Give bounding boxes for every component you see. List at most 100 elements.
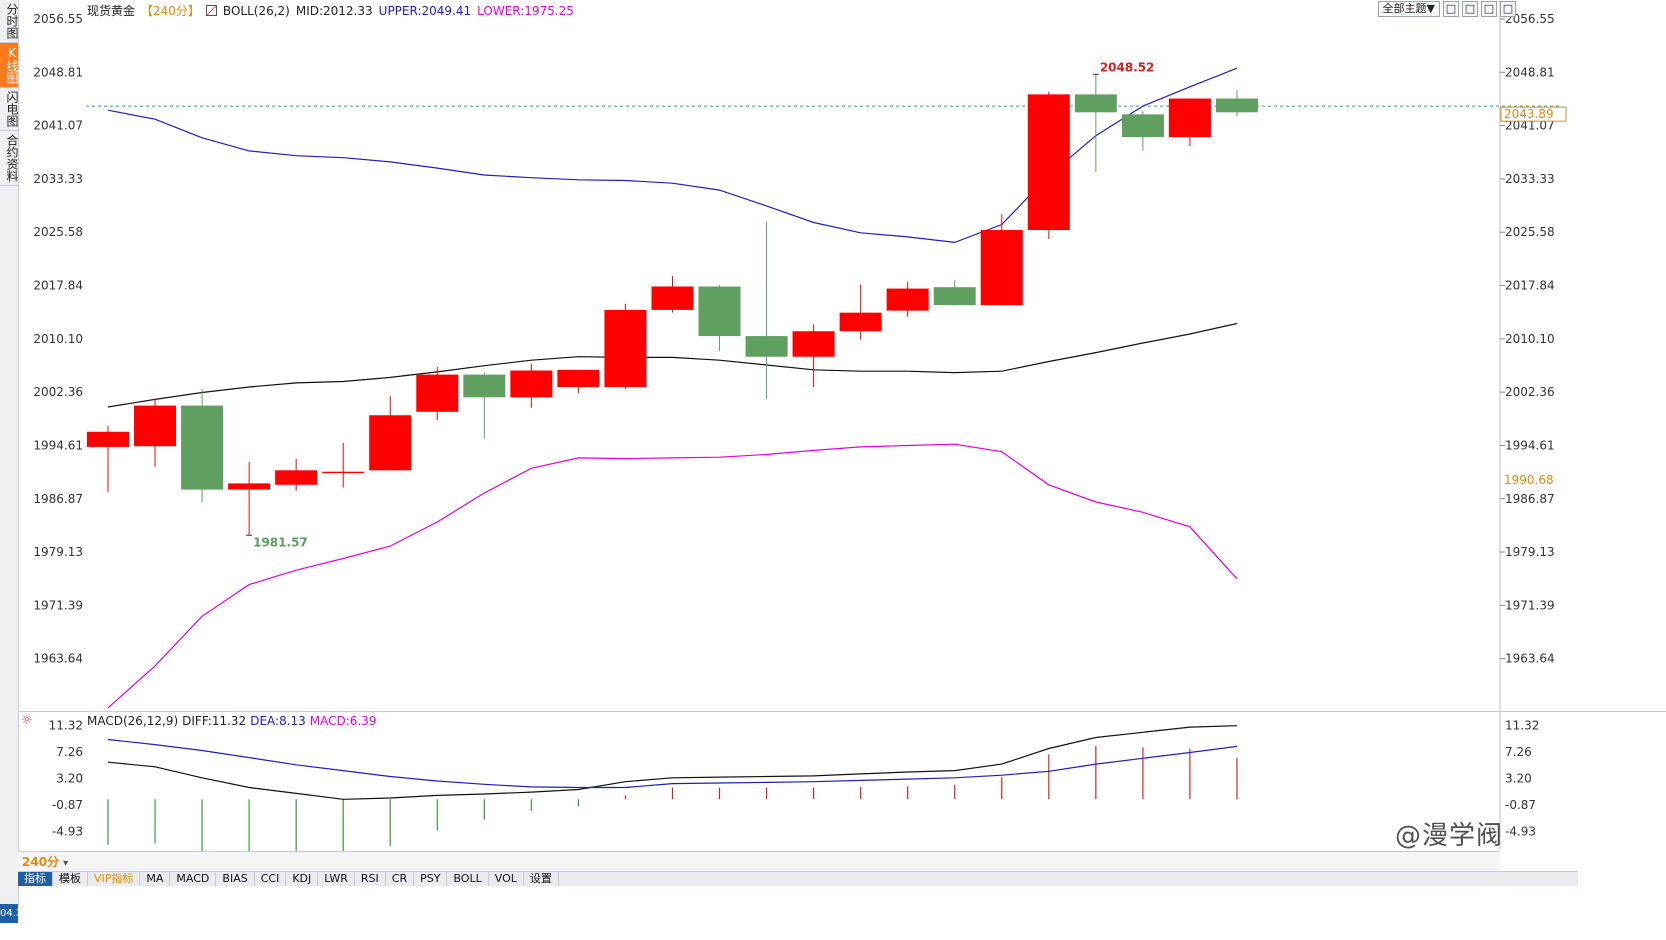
y-tick-label-left: 2041.07 xyxy=(33,119,83,133)
candle-down xyxy=(1074,94,1117,113)
layout-icon[interactable]: □ xyxy=(1462,1,1478,17)
candle-down xyxy=(1215,98,1258,113)
chart-toolbar: 全部主题▼ □ □ □ □ xyxy=(1377,1,1516,17)
maximize-icon[interactable]: □ xyxy=(1500,1,1516,17)
boll-lower-value: LOWER:1975.25 xyxy=(477,4,574,18)
macd-tick-label-right: 11.32 xyxy=(1505,719,1539,733)
tab-template[interactable]: 模板 xyxy=(53,872,88,886)
candle-up xyxy=(792,331,835,357)
y-tick-label-left: 1979.13 xyxy=(33,545,83,559)
indicator-tabs: 指标 模板 VIP指标 MA MACD BIAS CCI KDJ LWR RSI… xyxy=(18,871,1578,886)
y-tick-label-left: 2010.10 xyxy=(33,332,83,346)
macd-diff-line xyxy=(107,725,1237,800)
y-tick-label-right: 2048.81 xyxy=(1505,65,1555,79)
candle-up xyxy=(134,405,177,447)
macd-tick-label-left: -0.87 xyxy=(52,798,83,812)
tab-time-sharing[interactable]: 分时图 xyxy=(0,0,19,43)
candle-up xyxy=(839,312,882,332)
macd-tick-label-left: -4.93 xyxy=(52,824,83,838)
candle-down xyxy=(698,286,741,337)
macd-tick-label-right: 7.26 xyxy=(1505,745,1532,759)
tab-lwr[interactable]: LWR xyxy=(318,872,355,886)
macd-title[interactable]: MACD(26,12,9) xyxy=(87,714,179,728)
instrument-name: 现货黄金 xyxy=(87,4,136,18)
y-tick-label-left: 1963.64 xyxy=(33,652,83,666)
candle-up xyxy=(1168,98,1211,138)
period-selector[interactable]: 240分 xyxy=(22,853,68,870)
candle-up xyxy=(651,286,694,310)
candle-up xyxy=(228,483,271,490)
boll-mid-line xyxy=(107,322,1238,408)
candle-up xyxy=(369,415,412,471)
y-tick-label-right: 2002.36 xyxy=(1505,385,1555,399)
tab-cr[interactable]: CR xyxy=(386,872,415,886)
macd-tick-label-right: -0.87 xyxy=(1505,798,1536,812)
indicator-icon[interactable] xyxy=(205,5,217,16)
theme-dropdown[interactable]: 全部主题▼ xyxy=(1377,1,1440,17)
macd-dea-line xyxy=(107,738,1238,789)
gear-icon[interactable]: ☼ xyxy=(21,713,33,728)
tab-kline[interactable]: K线图 xyxy=(0,43,19,88)
main-chart-header: 现货黄金 【240分】 BOLL(26,2) MID:2012.33 UPPER:204… xyxy=(87,2,580,20)
candle-up xyxy=(1027,94,1070,231)
y-tick-label-right: 2041.07 xyxy=(1505,119,1555,133)
macd-hist-value: MACD:6.39 xyxy=(309,714,377,728)
candle-up xyxy=(980,230,1023,306)
y-tick-label-right: 2010.10 xyxy=(1505,332,1555,346)
y-tick-label-right: 1994.61 xyxy=(1505,438,1555,452)
tab-settings[interactable]: 设置 xyxy=(524,872,559,886)
macd-tick-label-right: -4.93 xyxy=(1505,824,1536,838)
macd-header: MACD(26,12,9) DIFF:11.32 DEA:8.13 MACD:6.39 xyxy=(87,713,381,729)
price-annotation: 1981.57 xyxy=(253,535,308,549)
y-tick-label-right: 1986.87 xyxy=(1505,492,1555,506)
y-tick-label-left: 2002.36 xyxy=(33,385,83,399)
price-annotation: 2048.52 xyxy=(1100,60,1155,74)
candle-down xyxy=(463,374,506,398)
candle-up xyxy=(510,370,553,398)
macd-tick-label-left: 3.20 xyxy=(56,771,83,785)
window-icon[interactable]: □ xyxy=(1443,1,1459,17)
current-price-label: 2043.89 xyxy=(1504,107,1554,121)
boll-upper-value: UPPER:2049.41 xyxy=(378,4,472,18)
y-tick-label-right: 2025.58 xyxy=(1505,225,1555,239)
tab-bias[interactable]: BIAS xyxy=(216,872,255,886)
secondary-price-label: 1990.68 xyxy=(1504,473,1554,487)
tab-flash-chart[interactable]: 闪电图 xyxy=(0,88,19,131)
tab-ma[interactable]: MA xyxy=(140,872,171,886)
tab-macd[interactable]: MACD xyxy=(170,872,217,886)
tab-vol[interactable]: VOL xyxy=(489,872,524,886)
y-tick-label-left: 2025.58 xyxy=(33,225,83,239)
tab-rsi[interactable]: RSI xyxy=(355,872,386,886)
tab-psy[interactable]: PSY xyxy=(414,872,448,886)
tab-contract-info[interactable]: 合约资料 xyxy=(0,131,19,186)
y-tick-label-left: 1971.39 xyxy=(33,598,83,612)
date-axis-bar xyxy=(18,851,1500,872)
y-tick-label-right: 2033.33 xyxy=(1505,172,1555,186)
grid-icon[interactable]: □ xyxy=(1481,1,1497,17)
tab-indicator[interactable]: 指标 xyxy=(18,872,53,886)
y-tick-label-right: 2056.55 xyxy=(1505,12,1555,26)
y-tick-label-left: 1994.61 xyxy=(33,438,83,452)
tab-kdj[interactable]: KDJ xyxy=(286,872,319,886)
left-sidebar: 分时图 K线图 闪电图 合约资料 xyxy=(0,0,19,905)
y-tick-label-left: 2033.33 xyxy=(33,172,83,186)
y-tick-label-left: 2056.55 xyxy=(33,12,83,26)
y-tick-label-right: 1971.39 xyxy=(1505,598,1555,612)
candle-down xyxy=(745,336,788,357)
y-tick-label-left: 2048.81 xyxy=(33,65,83,79)
tab-boll[interactable]: BOLL xyxy=(447,872,489,886)
indicator-name[interactable]: BOLL(26,2) xyxy=(222,4,290,18)
boll-mid-value: MID:2012.33 xyxy=(295,4,373,18)
macd-tick-label-left: 7.26 xyxy=(56,745,83,759)
macd-tick-label-left: 11.32 xyxy=(49,719,83,733)
tab-vip[interactable]: VIP指标 xyxy=(88,872,141,886)
candle-down xyxy=(181,405,224,490)
period-label: 【240分】 xyxy=(141,4,200,18)
tab-cci[interactable]: CCI xyxy=(255,872,287,886)
candle-down xyxy=(1121,114,1164,138)
y-tick-label-left: 2017.84 xyxy=(33,279,83,293)
y-tick-label-left: 1986.87 xyxy=(33,492,83,506)
candle-up xyxy=(416,374,459,412)
y-tick-label-right: 1963.64 xyxy=(1505,652,1555,666)
